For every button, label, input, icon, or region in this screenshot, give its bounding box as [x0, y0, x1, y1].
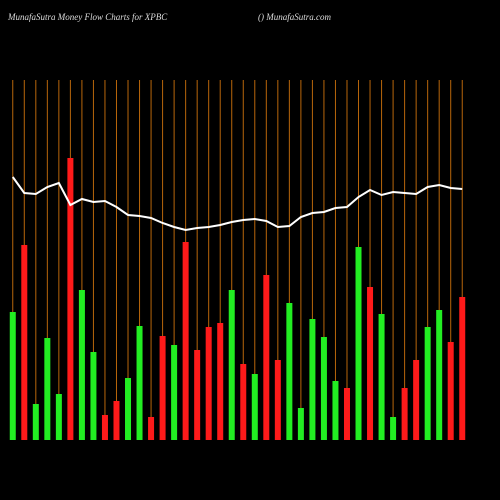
chart-title: MunafaSutra Money Flow Charts for XPBC [7, 12, 168, 22]
bar [113, 401, 120, 440]
bar [67, 158, 74, 440]
bar [274, 360, 281, 440]
bar [251, 374, 258, 440]
bar [378, 314, 385, 440]
bar [367, 287, 374, 440]
bar [90, 352, 97, 440]
bar [182, 242, 189, 440]
bar [436, 310, 443, 440]
bar [32, 404, 39, 440]
bar [9, 312, 16, 440]
bar [320, 337, 327, 440]
bar [343, 388, 350, 440]
bar [297, 408, 304, 440]
bar [217, 323, 224, 440]
bar [78, 290, 85, 440]
bar [205, 327, 212, 440]
bar [424, 327, 431, 440]
bar [286, 303, 293, 440]
bar [413, 360, 420, 440]
bar [159, 336, 166, 440]
bar [263, 275, 270, 440]
bar [171, 345, 178, 440]
bar [136, 326, 143, 440]
bar [228, 290, 235, 440]
bar [194, 350, 201, 440]
bar [21, 245, 28, 440]
bar [125, 378, 132, 440]
bar [240, 364, 247, 440]
line [11, 176, 463, 232]
bar [55, 394, 62, 440]
chart-subtitle: () MunafaSutra.com [258, 12, 331, 22]
bar [459, 297, 466, 440]
bar [44, 338, 51, 440]
bar [390, 417, 397, 440]
bar [101, 415, 108, 440]
bar [355, 247, 362, 440]
bar [309, 319, 316, 440]
bar [401, 388, 408, 440]
bar [447, 342, 454, 440]
bar [148, 417, 155, 440]
bar [332, 381, 339, 440]
